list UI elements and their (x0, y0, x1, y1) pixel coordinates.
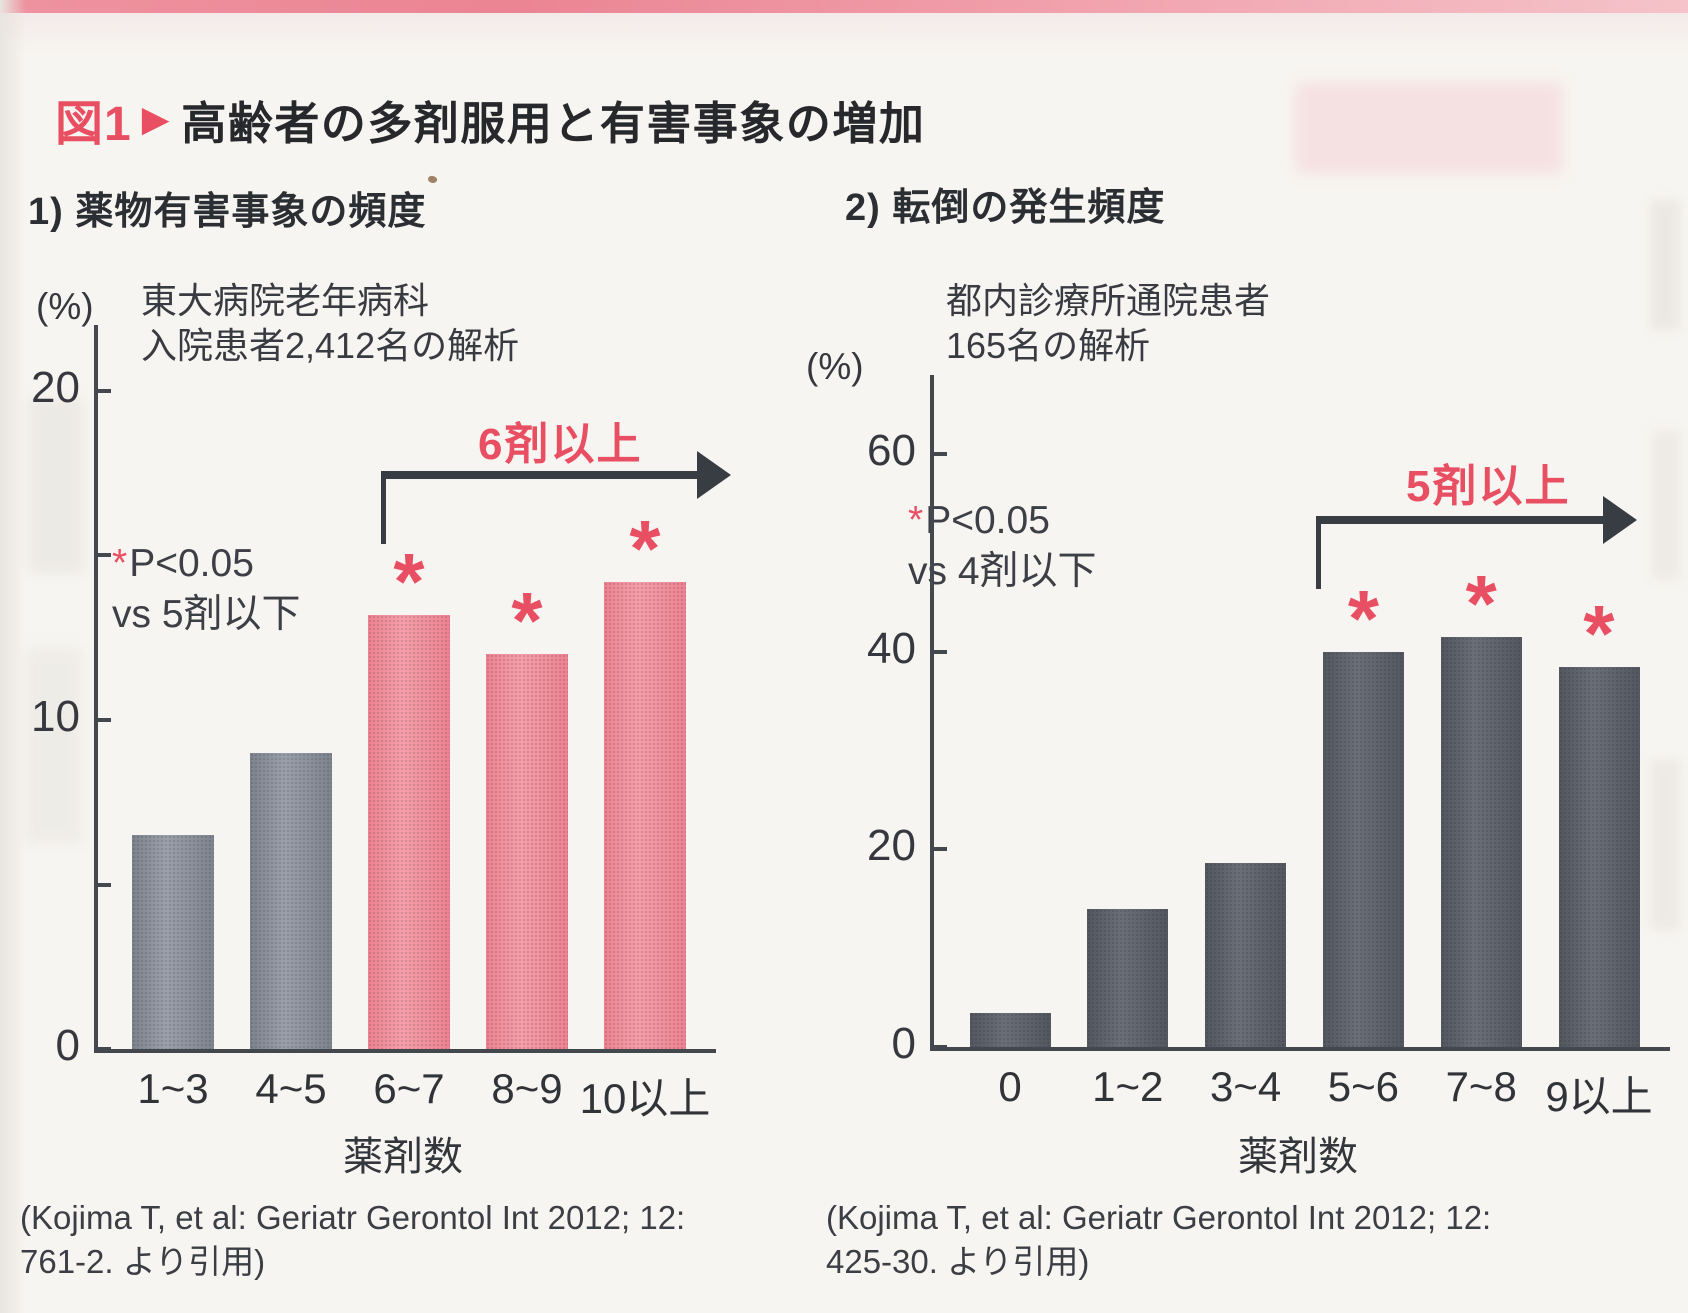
y-tick-mark (98, 553, 111, 558)
asterisk-icon: * (908, 499, 924, 542)
annotation-line: 入院患者2,412名の解析 (141, 325, 520, 367)
chart2-plot-area: 0 1~2 3~4 * 5~6 * 7~8 * 9以上 0 20 40 60 (867, 375, 1670, 1120)
bar-8~9 (486, 654, 568, 1049)
page-bleed-ghost (26, 648, 82, 844)
group-bracket-line (381, 471, 698, 479)
y-tick-mark (98, 717, 111, 722)
bar-1~3 (132, 835, 214, 1049)
p-value-text: P<0.05 (129, 542, 254, 585)
x-tick-label: 4~5 (255, 1065, 327, 1112)
right-arrow-icon (697, 451, 731, 499)
comparison-text: vs 5剤以下 (112, 592, 301, 636)
y-tick-label: 40 (867, 623, 916, 673)
x-tick-label: 0 (998, 1063, 1022, 1110)
chart1-heading: 1) 薬物有害事象の頻度 (28, 191, 427, 233)
triangle-marker-icon: ▶ (141, 98, 170, 139)
x-axis-title: 薬剤数 (1238, 1135, 1358, 1179)
bar-10以上 (604, 582, 686, 1049)
significance-asterisk: * (629, 504, 661, 593)
group-bracket-line (1316, 519, 1321, 589)
chart2-citation: (Kojima T, et al: Geriatr Gerontol Int 2… (826, 1196, 1491, 1283)
group-bracket-line (1316, 516, 1604, 524)
x-tick-label: 7~8 (1445, 1063, 1517, 1110)
bar-1~2 (1087, 909, 1169, 1047)
y-tick-mark (934, 847, 947, 852)
x-tick-label: 6~7 (373, 1065, 445, 1112)
chart1-annotation: 東大病院老年病科 入院患者2,412名の解析 (141, 278, 519, 369)
x-tick-label: 9以上 (1545, 1073, 1653, 1120)
citation-line: 425-30. より引用) (826, 1242, 1090, 1280)
citation-line: 761-2. より引用) (20, 1242, 266, 1280)
y-tick-mark (98, 388, 111, 393)
x-tick-label: 3~4 (1209, 1063, 1282, 1110)
x-axis-title: 薬剤数 (343, 1135, 463, 1179)
y-tick-label: 60 (867, 426, 916, 476)
y-tick-mark (934, 649, 947, 654)
figure-number-tag: 図1 (55, 98, 132, 151)
page-bleed-ghost (1295, 82, 1563, 174)
x-tick-label: 5~6 (1327, 1063, 1400, 1110)
y-tick-mark (934, 452, 947, 457)
y-tick-label: 0 (55, 1021, 80, 1070)
y-tick-label: 10 (31, 691, 80, 741)
page-bleed-ghost (1650, 200, 1680, 330)
chart1-plot-area: 1~3 4~5 * 6~7 * 8~9 * 10以上 0 10 20 (31, 325, 716, 1122)
significance-asterisk: * (1465, 559, 1497, 648)
bar-3~4 (1205, 863, 1287, 1047)
scan-left-edge-shadow (0, 0, 26, 1313)
scan-top-pink-strip (0, 0, 1688, 13)
significance-note: *P<0.05 vs 5剤以下 (112, 539, 301, 640)
y-tick-label: 20 (31, 362, 80, 412)
annotation-line: 165名の解析 (946, 325, 1151, 367)
comparison-text: vs 4剤以下 (908, 549, 1097, 593)
right-arrow-icon (1603, 496, 1637, 544)
group-arrow-label: 5剤以上 (1406, 462, 1571, 511)
annotation-line: 東大病院老年病科 (141, 280, 430, 321)
figure-title: 高齢者の多剤服用と有害事象の増加 (181, 97, 926, 149)
chart2-annotation: 都内診療所通院患者 165名の解析 (946, 278, 1270, 369)
y-tick-mark (98, 1047, 111, 1051)
chart1-citation: (Kojima T, et al: Geriatr Gerontol Int 2… (20, 1196, 685, 1283)
p-value-text: P<0.05 (925, 499, 1050, 542)
x-tick-label: 8~9 (491, 1065, 563, 1112)
significance-asterisk: * (393, 537, 425, 626)
y-axis-unit-label: (%) (36, 286, 94, 327)
x-tick-label: 1~3 (137, 1065, 209, 1112)
bar-0 (969, 1013, 1051, 1047)
page-bleed-ghost (28, 398, 84, 574)
asterisk-icon: * (112, 542, 128, 585)
significance-asterisk: * (1347, 574, 1379, 663)
citation-line: (Kojima T, et al: Geriatr Gerontol Int 2… (20, 1199, 686, 1236)
citation-line: (Kojima T, et al: Geriatr Gerontol Int 2… (826, 1199, 1492, 1236)
x-tick-label: 10以上 (579, 1075, 711, 1122)
y-tick-mark (934, 1045, 947, 1049)
scan-top-fade (0, 13, 1688, 55)
significance-asterisk: * (511, 576, 543, 665)
bar-9以上 (1558, 667, 1640, 1047)
y-tick-mark (98, 882, 111, 887)
annotation-line: 都内診療所通院患者 (946, 280, 1271, 321)
group-arrow-label: 6剤以上 (478, 420, 643, 469)
significance-asterisk: * (1583, 589, 1615, 678)
y-tick-label: 0 (891, 1019, 916, 1068)
group-bracket-line (381, 474, 386, 544)
paper-speck (426, 174, 439, 185)
figure-header: 図1 ▶ 高齢者の多剤服用と有害事象の増加 (55, 84, 925, 154)
significance-note: *P<0.05 vs 4剤以下 (908, 496, 1097, 597)
bar-5~6 (1322, 652, 1404, 1047)
bar-4~5 (250, 753, 332, 1049)
x-tick-label: 1~2 (1092, 1063, 1164, 1110)
bar-7~8 (1440, 637, 1522, 1047)
bar-6~7 (368, 615, 450, 1049)
y-axis-unit-label: (%) (806, 346, 864, 387)
chart2-heading: 2) 転倒の発生頻度 (845, 187, 1166, 229)
y-tick-label: 20 (867, 821, 916, 871)
